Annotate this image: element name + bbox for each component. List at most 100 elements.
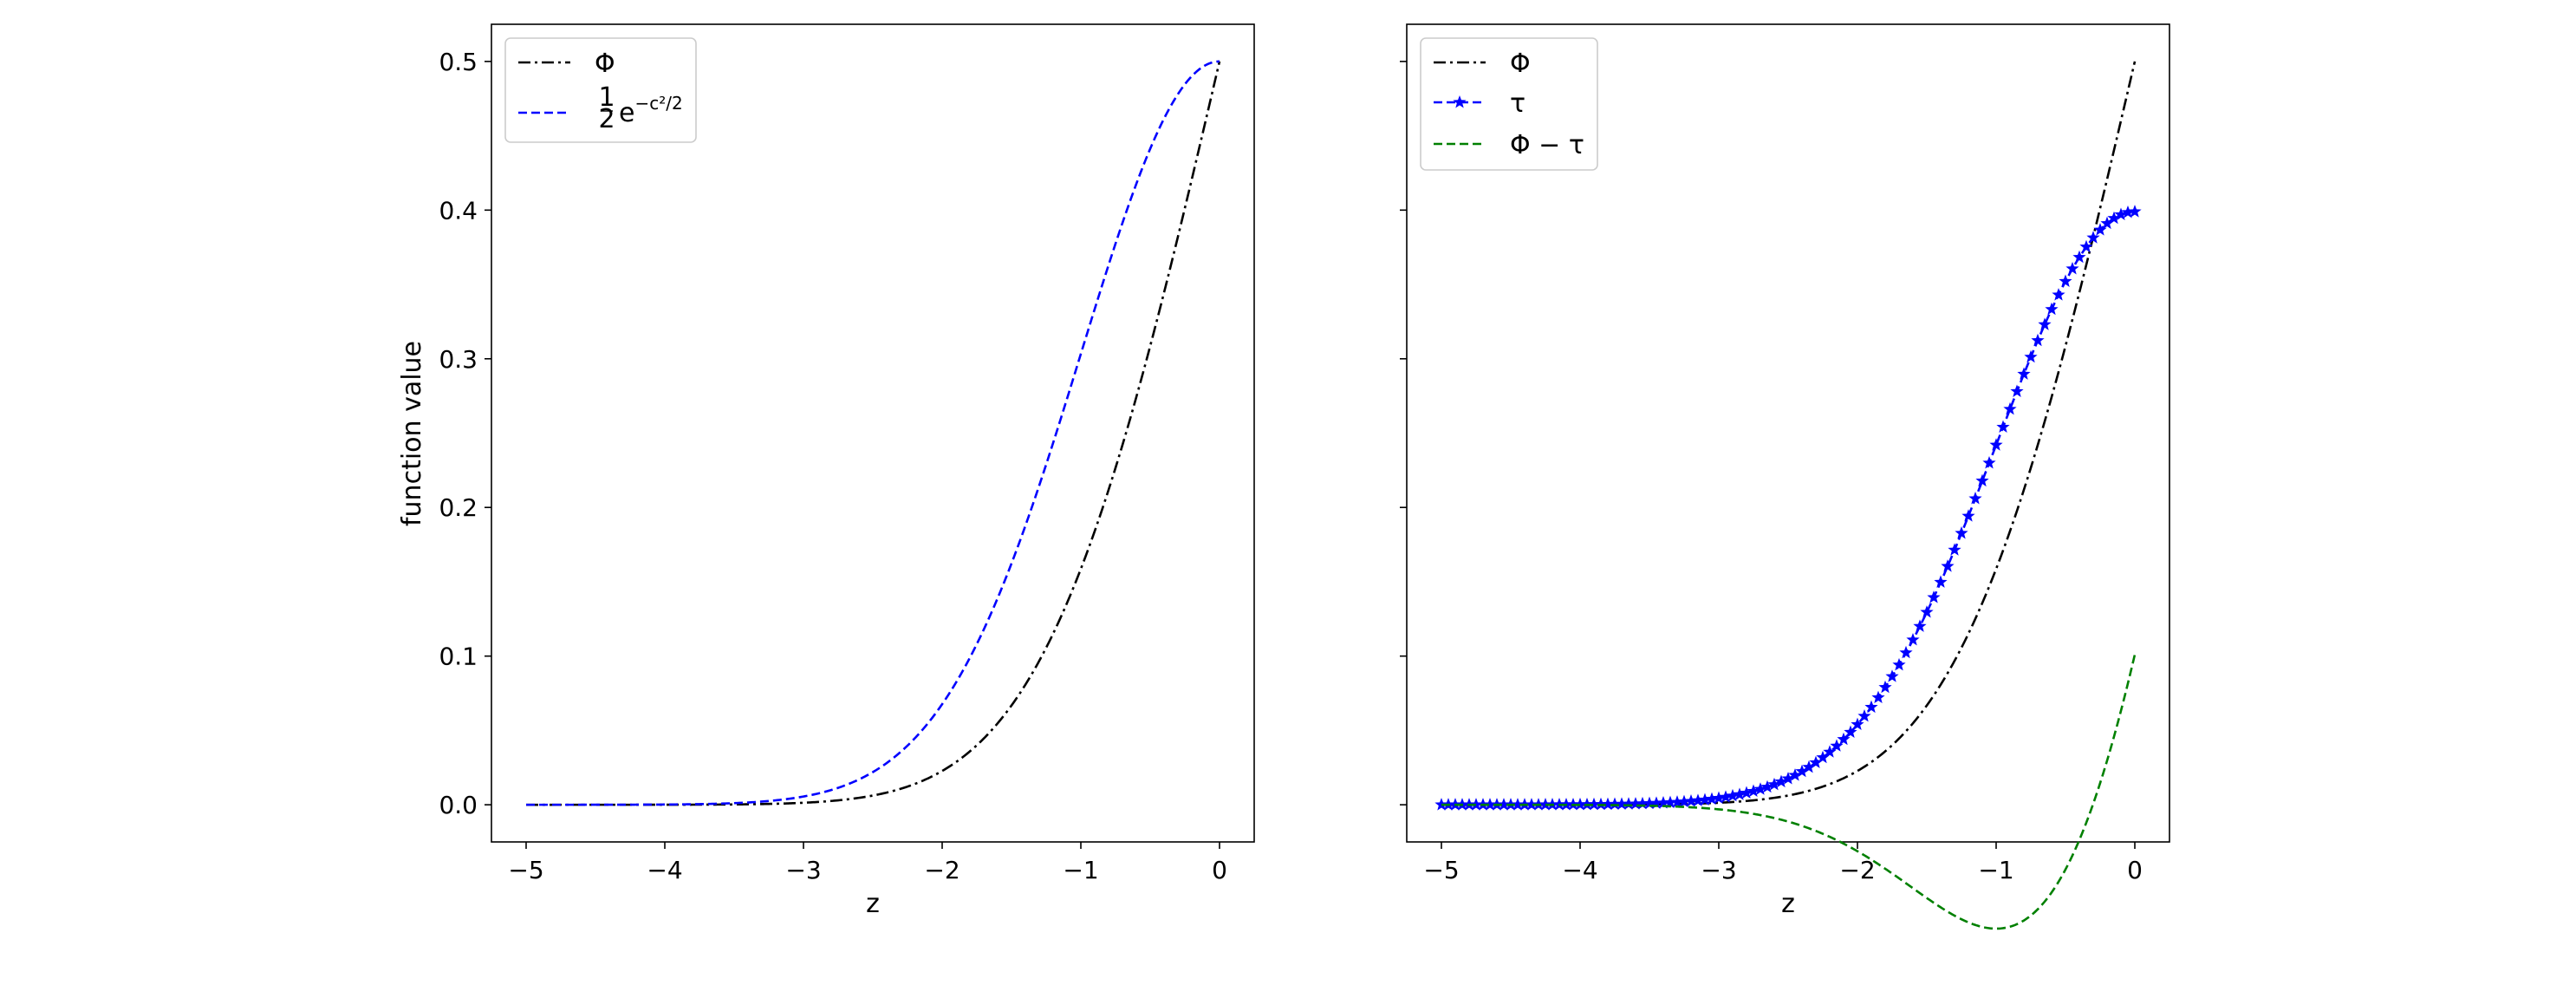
right-series-normal-pdf-marker [1851,717,1864,731]
right-series-normal-pdf-marker [2024,349,2038,363]
right-series-normal-pdf-marker [2003,401,2017,415]
right-legend-diff-label: Φ − τ [1510,130,1584,160]
right-series-normal-pdf-marker [1594,797,1608,811]
left-y-tick-label: 0.0 [439,791,478,819]
right-series-normal-pdf-marker [2121,205,2135,219]
right-series-normal-pdf-marker [2107,211,2121,225]
right-series-normal-pdf-marker [1885,669,1899,682]
left-x-tick-label: −5 [508,856,543,884]
right-series-normal-pdf-marker [1961,509,1975,522]
left-ticks-group: −5 −4 −3 −2 −1 0 0.0 0.1 0.2 0.3 0.4 0.5 [439,48,1226,884]
right-series-normal-pdf-marker [1982,455,1996,469]
right-series-normal-pdf-marker [1878,680,1892,694]
right-series-normal-pdf-marker [1781,772,1795,785]
left-legend-fraction: 12 [598,82,615,134]
right-series-normal-pdf-marker [2031,333,2045,347]
right-series-normal-pdf-marker [1615,797,1629,810]
right-series-normal-pdf-marker [1753,782,1767,795]
right-series-normal-pdf-marker [1955,525,1968,539]
right-series-normal-pdf-marker [2065,262,2079,275]
right-series-normal-pdf-marker [2086,231,2100,244]
left-chart-panel: −5 −4 −3 −2 −1 0 0.0 0.1 0.2 0.3 0.4 0.5 z function… [397,23,1255,919]
right-series-normal-pdf-marker [1511,798,1525,811]
left-x-tick-label: −3 [785,856,821,884]
right-legend-tau-label: τ [1510,88,1525,119]
right-series-normal-pdf-marker [1656,796,1670,809]
right-x-tick-label: −5 [1423,856,1459,884]
right-series-normal-pdf-marker [2079,239,2093,253]
left-legend-exp-label: e−c²/2 [619,93,683,128]
right-series-normal-pdf-marker [1864,700,1878,714]
left-y-tick-label: 0.5 [439,48,478,76]
right-series-normal-pdf-marker [1989,438,2003,451]
right-series-normal-pdf-marker [1802,760,1816,773]
right-series-normal-pdf-marker [1913,619,1927,632]
right-ticks-group: −5 −4 −3 −2 −1 0 [1400,61,2143,884]
right-series-normal-pdf-marker [1629,797,1643,810]
left-x-tick-label: −1 [1063,856,1098,884]
left-legend-phi-label: Φ [595,49,615,79]
left-legend: Φ e−c²/2 12 [504,37,697,143]
right-x-tick-label: 0 [2127,856,2143,884]
right-series-normal-pdf-marker [1712,791,1726,805]
right-legend-phi-label: Φ [1510,49,1531,79]
right-series-normal-pdf-marker [1788,768,1802,781]
right-series-normal-pdf-marker [1927,590,1941,603]
right-series-normal-pdf-marker [1698,793,1712,806]
right-series-normal-pdf-marker [2017,367,2031,380]
right-legend-tau-marker [1453,95,1467,108]
right-series-normal-pdf-marker [1608,797,1622,810]
right-series-normal-pdf-marker [1691,793,1705,806]
left-x-tick-label: −4 [647,856,682,884]
right-series-normal-pdf-marker [1767,777,1781,791]
right-x-tick-label: −4 [1562,856,1597,884]
right-legend: Φ τ Φ − τ [1420,37,1598,171]
right-series-normal-pdf-marker [1892,657,1906,671]
right-x-tick-label: −3 [1701,856,1736,884]
left-y-tick-label: 0.2 [439,493,478,522]
right-series-normal-pdf-marker [2038,317,2052,330]
right-axes-frame [1406,23,2170,843]
right-series-normal-pdf-marker [1677,794,1691,808]
right-series-normal-pdf-marker [1941,559,1955,572]
right-series-normal-pdf-marker [2128,205,2142,218]
right-series-normal-pdf-marker [1795,764,1809,778]
right-series-normal-pdf-marker [1920,605,1934,618]
right-series-normal-pdf-marker [1823,745,1837,758]
right-series-normal-pdf-marker [1760,780,1774,793]
left-x-tick-label: 0 [1212,856,1227,884]
right-legend-box [1420,37,1598,171]
right-series-normal-pdf-marker [1622,797,1636,810]
right-series-normal-pdf-marker [2093,223,2107,236]
right-series-normal-pdf-marker [1670,795,1684,808]
right-series-normal-pdf-marker [1816,750,1830,764]
left-x-axis-label: z [866,889,880,919]
right-series-normal-pdf-marker [1934,575,1948,588]
right-x-tick-label: −2 [1839,856,1875,884]
right-series-normal-pdf-marker [1774,774,1788,788]
right-series-normal-pdf-marker [1899,645,1913,659]
right-series-normal-pdf-marker [2010,384,2024,397]
left-legend-exp-superscript: −c²/2 [634,93,682,114]
left-legend-exp-base: e [619,98,634,128]
left-legend-box [504,37,697,143]
left-legend-fraction-denominator: 2 [598,104,615,134]
right-series-normal-pdf-marker [1830,739,1844,752]
right-series-normal-pdf-marker [1740,786,1753,799]
right-series-normal-pdf-marker [1871,690,1885,704]
right-series-normal-pdf-marker [1636,796,1649,810]
left-legend-fraction-numerator: 1 [598,82,615,113]
left-y-tick-label: 0.1 [439,643,478,671]
right-series-normal-pdf-marker [1684,794,1698,807]
left-series-group [526,60,1221,806]
right-series-normal-pdf-marker [1996,420,2010,434]
right-series-normal-pdf-marker [2045,302,2059,316]
right-series-normal-pdf-marker [1968,492,1982,505]
right-series-normal-pdf-marker [1726,788,1740,802]
right-series-normal-pdf-marker [1483,798,1497,811]
right-series-normal-pdf-marker [1705,792,1719,806]
right-series-normal-pdf-marker [2100,216,2114,230]
right-series-normal-pdf-marker [1844,725,1857,738]
right-series-normal-pdf-marker [1663,795,1677,809]
